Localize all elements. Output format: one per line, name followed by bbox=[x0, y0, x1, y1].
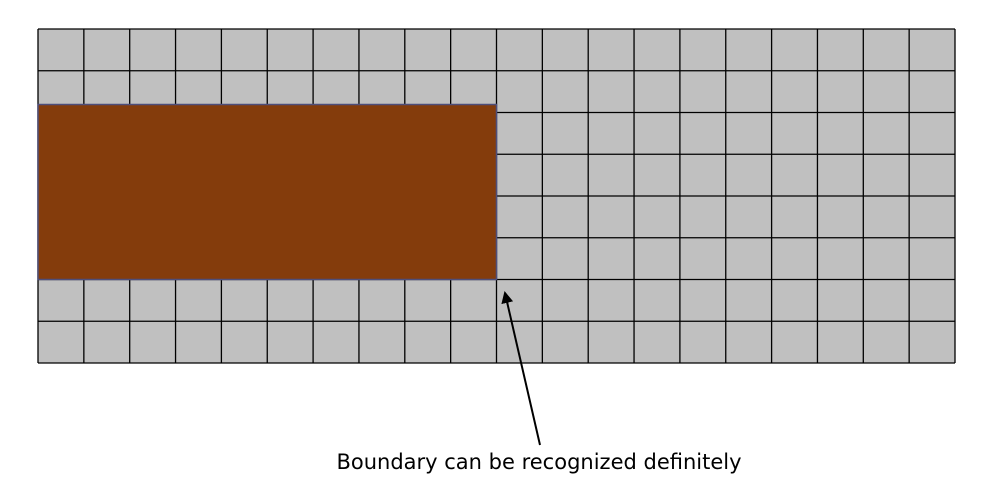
filled-region bbox=[37, 103, 498, 281]
pointer-arrow bbox=[501, 291, 541, 446]
boundary-caption: Boundary can be recognized definitely bbox=[336, 450, 742, 474]
